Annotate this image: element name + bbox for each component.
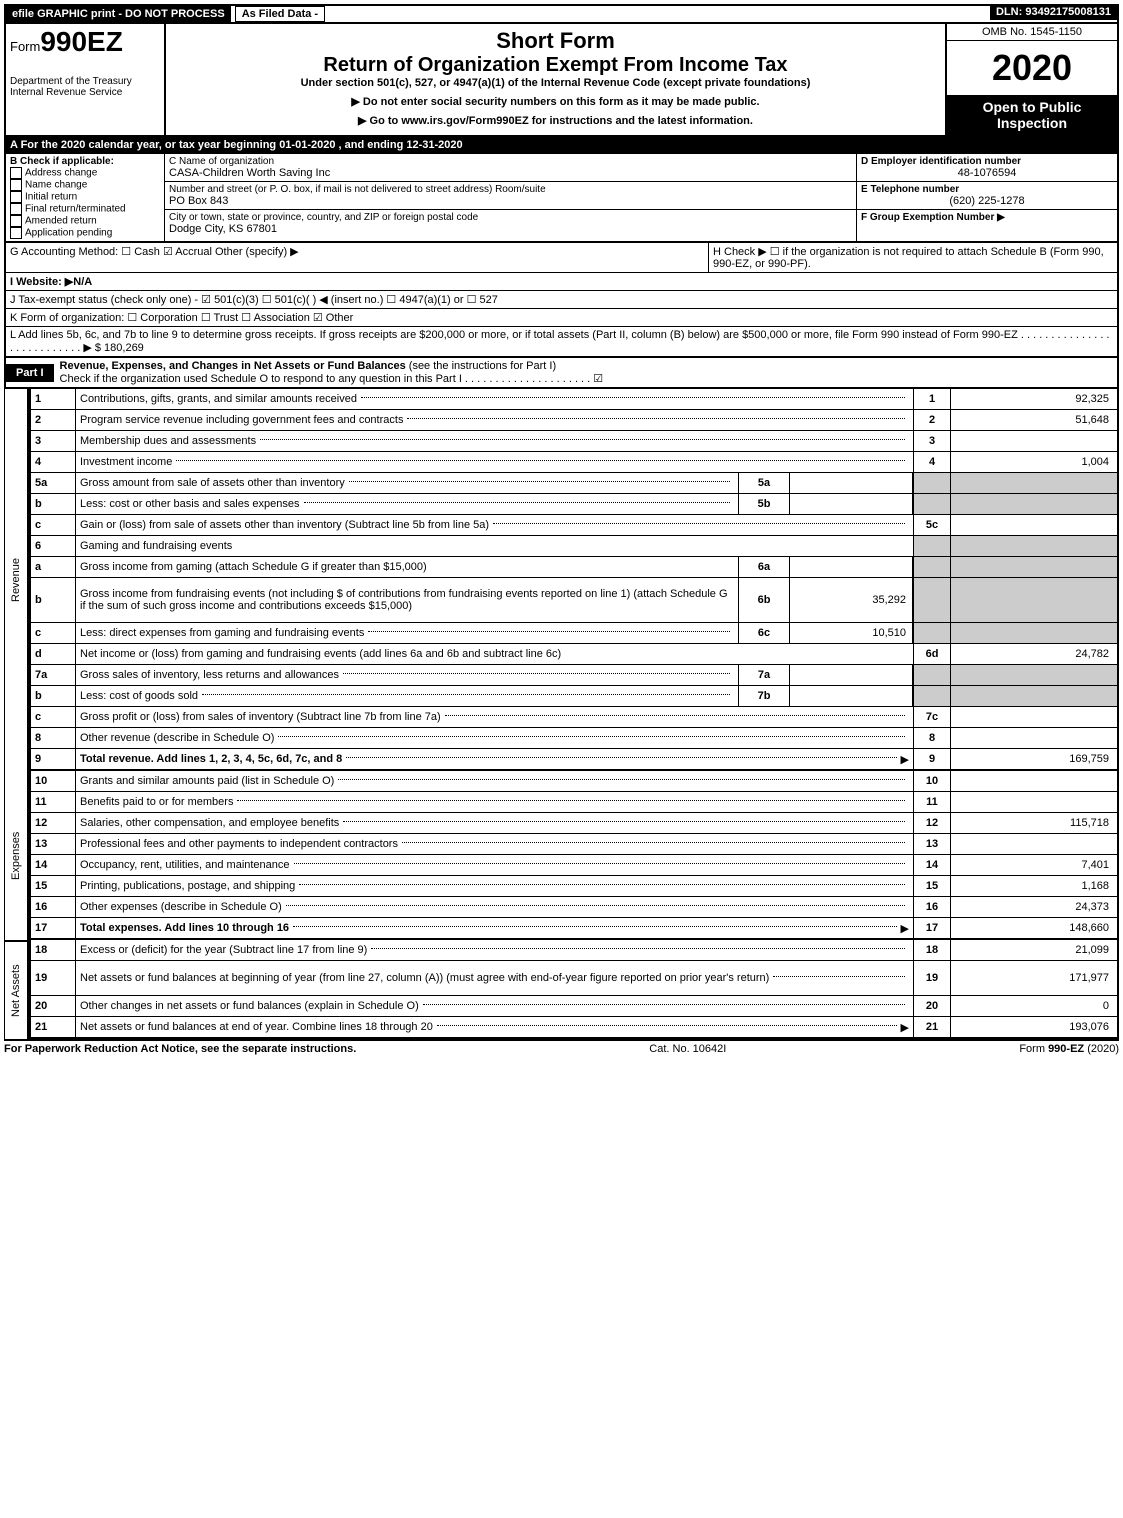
part-1-title: Revenue, Expenses, and Changes in Net As… — [60, 360, 406, 372]
omb-number: OMB No. 1545-1150 — [947, 24, 1117, 41]
tel-value: (620) 225-1278 — [861, 195, 1113, 207]
instruction-1: ▶ Do not enter social security numbers o… — [170, 95, 941, 108]
amt-8 — [951, 728, 1117, 748]
form-subtitle: Under section 501(c), 527, or 4947(a)(1)… — [170, 77, 941, 89]
tax-year: 2020 — [947, 41, 1117, 95]
city-label: City or town, state or province, country… — [169, 212, 852, 223]
amt-6d: 24,782 — [951, 644, 1117, 664]
ein-label: D Employer identification number — [861, 156, 1113, 167]
line-l: L Add lines 5b, 6c, and 7b to line 9 to … — [6, 327, 1117, 356]
check-initial[interactable] — [10, 191, 22, 203]
amt-3 — [951, 431, 1117, 451]
amt-19: 171,977 — [951, 961, 1117, 995]
amt-17: 148,660 — [951, 918, 1117, 938]
section-b-label: B Check if applicable: — [10, 156, 160, 167]
tel-label: E Telephone number — [861, 184, 1113, 195]
amt-16: 24,373 — [951, 897, 1117, 917]
part-1-sub: (see the instructions for Part I) — [406, 360, 556, 372]
form-prefix: Form — [10, 39, 40, 54]
amt-15: 1,168 — [951, 876, 1117, 896]
amt-11 — [951, 792, 1117, 812]
line-j: J Tax-exempt status (check only one) - ☑… — [6, 291, 1117, 308]
line-a: A For the 2020 calendar year, or tax yea… — [6, 137, 1117, 153]
amt-2: 51,648 — [951, 410, 1117, 430]
footer-left: For Paperwork Reduction Act Notice, see … — [4, 1043, 356, 1055]
line-i: I Website: ▶N/A — [6, 273, 1117, 290]
short-form-label: Short Form — [170, 28, 941, 54]
city-value: Dodge City, KS 67801 — [169, 223, 852, 235]
amt-9: 169,759 — [951, 749, 1117, 769]
netassets-side-label: Net Assets — [4, 940, 29, 1039]
amt-5c — [951, 515, 1117, 535]
line-k: K Form of organization: ☐ Corporation ☐ … — [6, 309, 1117, 326]
instruction-2: ▶ Go to www.irs.gov/Form990EZ for instru… — [170, 114, 941, 127]
form-title: Return of Organization Exempt From Incom… — [170, 54, 941, 77]
amt-12: 115,718 — [951, 813, 1117, 833]
val-6c: 10,510 — [790, 623, 913, 643]
form-number: 990EZ — [40, 26, 123, 57]
amt-1: 92,325 — [951, 389, 1117, 409]
amt-10 — [951, 771, 1117, 791]
street-value: PO Box 843 — [169, 195, 852, 207]
street-label: Number and street (or P. O. box, if mail… — [169, 184, 852, 195]
line-h: H Check ▶ ☐ if the organization is not r… — [709, 243, 1117, 272]
amt-20: 0 — [951, 996, 1117, 1016]
check-final[interactable] — [10, 203, 22, 215]
org-name: CASA-Children Worth Saving Inc — [169, 167, 852, 179]
amt-21: 193,076 — [951, 1017, 1117, 1037]
footer-mid: Cat. No. 10642I — [649, 1043, 726, 1055]
amt-14: 7,401 — [951, 855, 1117, 875]
form-header: Form990EZ Department of the Treasury Int… — [4, 24, 1119, 137]
open-public-label: Open to Public Inspection — [947, 95, 1117, 135]
top-bar: efile GRAPHIC print - DO NOT PROCESS As … — [4, 4, 1119, 24]
part-1-check: Check if the organization used Schedule … — [60, 373, 604, 385]
check-name[interactable] — [10, 179, 22, 191]
val-6b: 35,292 — [790, 578, 913, 622]
check-amended[interactable] — [10, 215, 22, 227]
part-1-header: Part I Revenue, Expenses, and Changes in… — [4, 358, 1119, 389]
section-bcd: B Check if applicable: Address change Na… — [4, 154, 1119, 243]
page-footer: For Paperwork Reduction Act Notice, see … — [4, 1039, 1119, 1055]
ein-value: 48-1076594 — [861, 167, 1113, 179]
amt-13 — [951, 834, 1117, 854]
group-label: F Group Exemption Number ▶ — [861, 212, 1113, 223]
check-pending[interactable] — [10, 227, 22, 239]
amt-4: 1,004 — [951, 452, 1117, 472]
line-g: G Accounting Method: ☐ Cash ☑ Accrual Ot… — [6, 243, 709, 272]
check-address[interactable] — [10, 167, 22, 179]
revenue-side-label: Revenue — [4, 389, 29, 771]
dln-label: DLN: 93492175008131 — [990, 4, 1117, 20]
org-name-label: C Name of organization — [169, 156, 852, 167]
amt-7c — [951, 707, 1117, 727]
amt-18: 21,099 — [951, 940, 1117, 960]
efile-label: efile GRAPHIC print - DO NOT PROCESS — [6, 6, 231, 22]
part-1-label: Part I — [6, 364, 54, 382]
footer-right: Form 990-EZ (2020) — [1019, 1043, 1119, 1055]
as-filed-label: As Filed Data - — [235, 6, 325, 22]
dept-label: Department of the Treasury Internal Reve… — [10, 76, 160, 98]
expenses-side-label: Expenses — [4, 771, 29, 940]
